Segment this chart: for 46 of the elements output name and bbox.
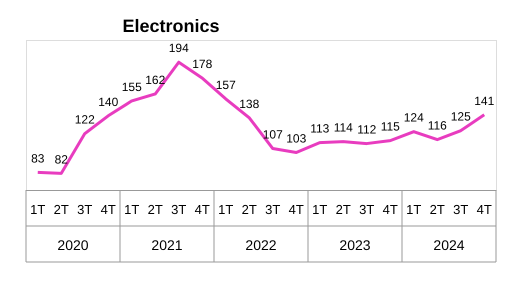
x-tick-label: 1T — [312, 202, 328, 217]
x-tick-label: 1T — [30, 202, 46, 217]
x-tick-label: 1T — [406, 202, 422, 217]
x-tick-label: 1T — [124, 202, 140, 217]
x-tick-label: 2T — [336, 202, 351, 217]
data-label: 124 — [404, 110, 424, 125]
x-tick-label: 2T — [54, 202, 69, 217]
text: 2023 — [339, 237, 371, 253]
x-tick-label: 3T — [265, 202, 280, 217]
x-tick-label: 2T — [242, 202, 257, 217]
data-label: 82 — [54, 152, 68, 166]
data-label: 194 — [168, 41, 190, 56]
x-tick-label: 2T — [148, 202, 163, 217]
data-label: 138 — [239, 96, 260, 111]
x-tick-label: 3T — [171, 202, 186, 217]
data-label: 103 — [286, 132, 307, 146]
text: 2022 — [245, 237, 277, 253]
x-tick-label: 4T — [100, 202, 116, 217]
data-label: 157 — [216, 78, 236, 92]
text: 2024 — [433, 237, 465, 253]
text: 2021 — [151, 237, 183, 253]
x-tick-label: 3T — [77, 202, 92, 217]
data-label: 141 — [474, 94, 495, 108]
data-label: 107 — [262, 128, 284, 142]
text: 2020 — [57, 237, 89, 253]
data-label: 125 — [450, 110, 472, 124]
x-tick-label: 4T — [476, 202, 492, 217]
data-label: 113 — [310, 122, 330, 136]
data-label: 115 — [380, 120, 400, 134]
x-tick-label: 2T — [430, 202, 445, 217]
data-label: 114 — [334, 120, 354, 135]
data-label: 140 — [98, 94, 119, 109]
x-tick-label: 3T — [453, 202, 468, 217]
x-tick-label: 1T — [218, 202, 234, 217]
x-tick-label: 4T — [288, 202, 304, 217]
data-label: 162 — [145, 72, 166, 87]
data-label: 155 — [122, 80, 142, 94]
data-label: 122 — [74, 112, 96, 127]
x-tick-label: 4T — [194, 202, 210, 217]
data-label: 116 — [428, 118, 448, 133]
chart-title: Electronics — [122, 16, 220, 36]
data-label: 178 — [192, 57, 213, 72]
data-label: 112 — [357, 122, 377, 137]
x-tick-label: 3T — [359, 202, 374, 217]
data-label: 83 — [31, 151, 45, 166]
x-tick-label: 4T — [382, 202, 398, 217]
